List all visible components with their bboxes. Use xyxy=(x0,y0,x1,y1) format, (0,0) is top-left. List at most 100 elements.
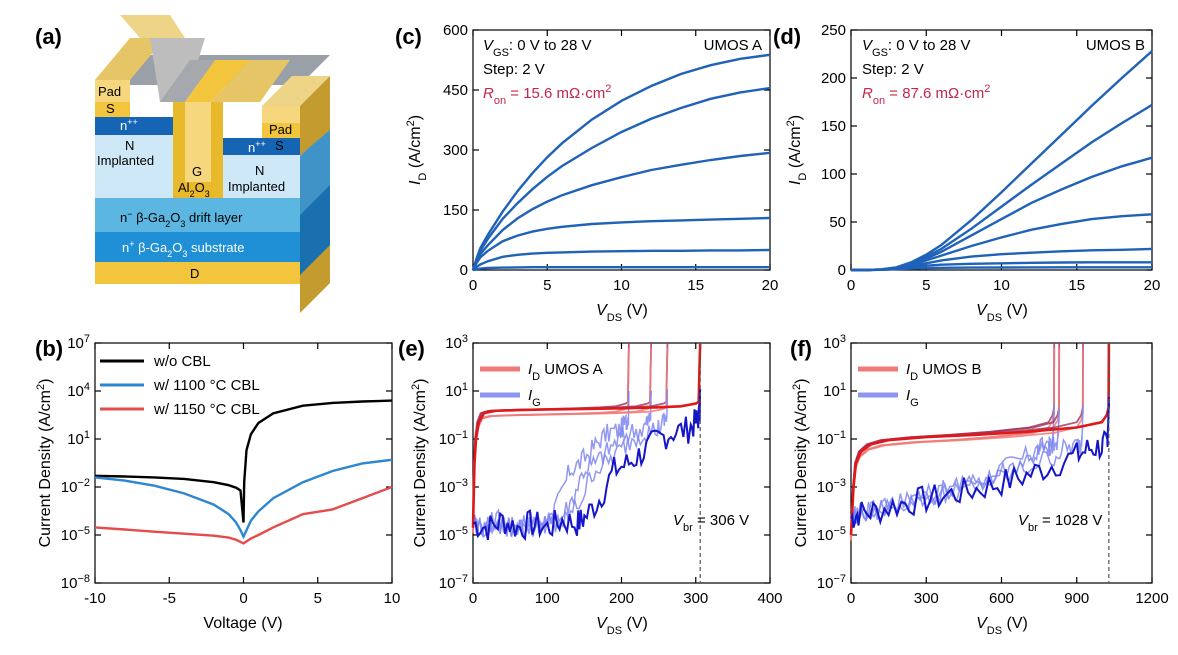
panel-e-label: (e) xyxy=(398,336,425,361)
panel-e-ylabel: Current Density (A/cm2) xyxy=(410,379,429,548)
label-pad-left: Pad xyxy=(98,84,121,99)
x-tick-label: 5 xyxy=(314,590,322,607)
panel-f-legend: ID UMOS B IG xyxy=(858,361,981,409)
panel-b-ylabel: Current Density (A/cm2) xyxy=(35,379,54,548)
label-drain: D xyxy=(190,266,199,281)
y-tick-label: 10−5 xyxy=(61,525,90,544)
panel-f-series xyxy=(849,342,1111,536)
panel-a-device: (a) Pad S n++ xyxy=(35,15,330,313)
label-gate: G xyxy=(192,164,202,179)
x-tick-label: -10 xyxy=(84,590,106,607)
x-tick-label: 10 xyxy=(613,277,630,294)
panel-e-series xyxy=(471,342,702,542)
left-source xyxy=(95,102,130,117)
panel-c-curve-5 xyxy=(471,53,771,271)
panel-c-xlabel: VDS (V) xyxy=(596,302,648,324)
legend-ig-b-text: IG xyxy=(906,387,919,409)
x-tick-label: 0 xyxy=(847,590,855,607)
y-tick-label: 10−7 xyxy=(439,573,468,592)
panel-e-id-main xyxy=(471,342,702,528)
x-tick-label: 300 xyxy=(914,590,939,607)
right-implanted xyxy=(223,155,300,198)
panel-b-series xyxy=(94,399,393,545)
panel-f-ylabel: Current Density (A/cm2) xyxy=(791,379,810,548)
left-pad-top xyxy=(95,38,165,80)
y-tick-label: 50 xyxy=(829,214,846,231)
y-tick-label: 10−1 xyxy=(439,429,468,448)
y-tick-label: 0 xyxy=(460,262,468,279)
legend-id-a-text: ID UMOS A xyxy=(528,361,603,383)
finger-2 xyxy=(211,60,290,102)
y-tick-label: 103 xyxy=(823,333,846,352)
y-tick-label: 104 xyxy=(67,381,90,400)
panel-d-device: UMOS B xyxy=(1086,37,1145,54)
panel-e-ig-sweep-2 xyxy=(472,389,669,538)
y-tick-label: 150 xyxy=(443,202,468,219)
y-tick-label: 101 xyxy=(67,429,90,448)
panel-c-ron: Ron = 15.6 mΩ·cm2 xyxy=(483,83,611,107)
y-tick-label: 107 xyxy=(67,333,90,352)
x-tick-label: 200 xyxy=(609,590,634,607)
panel-d-curve-6 xyxy=(851,50,1153,272)
panel-b-legend: w/o CBL w/ 1100 °C CBL w/ 1150 °C CBL xyxy=(100,353,260,418)
panel-f-id-main xyxy=(849,342,1111,536)
x-tick-label: 300 xyxy=(683,590,708,607)
right-source xyxy=(262,123,300,138)
y-tick-label: 150 xyxy=(821,118,846,135)
x-tick-label: 5 xyxy=(922,277,930,294)
panel-e-legend: ID UMOS A IG xyxy=(480,361,603,409)
panel-f-ig-sweep-1 xyxy=(850,407,1060,527)
y-tick-label: 10−7 xyxy=(817,573,846,592)
substrate-layer xyxy=(95,232,300,262)
right-pad-top xyxy=(262,76,330,106)
x-tick-label: 0 xyxy=(469,277,477,294)
y-tick-label: 600 xyxy=(443,22,468,39)
panel-b-series-2 xyxy=(94,485,393,545)
panel-f-ig-main xyxy=(850,396,1110,528)
x-tick-label: 20 xyxy=(1144,277,1161,294)
panel-e-chart: (e) 0 100 200 300 40010−710−510−310−1101103 … xyxy=(398,333,783,637)
panel-b-series-1 xyxy=(94,458,393,540)
x-tick-label: 600 xyxy=(989,590,1014,607)
label-pad-right: Pad xyxy=(269,122,292,137)
panel-e-ticks: 0 100 200 300 400 10−7 10−5 10−3 10−1 101 103 xyxy=(439,333,783,607)
x-tick-label: 400 xyxy=(757,590,782,607)
panel-e-vbr: Vbr = 306 V xyxy=(673,512,749,534)
y-tick-label: 250 xyxy=(821,22,846,39)
x-tick-label: 10 xyxy=(993,277,1010,294)
y-tick-label: 10−5 xyxy=(439,525,468,544)
label-substrate: n+ β-Ga2O3 substrate xyxy=(122,239,245,259)
label-oxide: Al2O3 xyxy=(178,180,210,199)
legend-wo: w/o CBL xyxy=(153,353,211,370)
panel-d-ylabel: ID (A/cm2) xyxy=(785,115,809,185)
label-drift: n− β-Ga2O3 drift layer xyxy=(120,209,243,229)
panel-f-vbr: Vbr = 1028 V xyxy=(1018,512,1102,534)
panel-c-step: Step: 2 V xyxy=(483,61,545,78)
label-implanted-left: Implanted xyxy=(97,153,154,168)
finger-1 xyxy=(120,15,185,38)
x-tick-label: 5 xyxy=(543,277,551,294)
grey-oxide-wall-2 xyxy=(160,60,215,102)
panel-e-frame xyxy=(472,342,771,584)
x-tick-label: 1200 xyxy=(1135,590,1168,607)
panel-f-ticks: 0 300 600 900 1200 10−7 10−5 10−3 10−1 101 103 xyxy=(817,333,1169,607)
y-tick-label: 10−5 xyxy=(817,525,846,544)
panel-f-xlabel: VDS (V) xyxy=(976,615,1028,637)
y-tick-label: 200 xyxy=(821,70,846,87)
drift-layer xyxy=(95,198,300,232)
y-tick-label: 100 xyxy=(821,166,846,183)
panel-d-label: (d) xyxy=(773,24,801,49)
y-tick-label: 101 xyxy=(445,381,468,400)
x-tick-label: 0 xyxy=(847,277,855,294)
drain-layer xyxy=(95,262,300,284)
y-tick-label: 450 xyxy=(443,82,468,99)
y-tick-label: 0 xyxy=(838,262,846,279)
label-implanted-right: Implanted xyxy=(228,179,285,194)
gate-fill xyxy=(185,102,211,182)
panel-c-series xyxy=(471,53,771,272)
right-pad xyxy=(262,106,300,123)
label-n-right: N xyxy=(255,163,264,178)
panel-d-xlabel: VDS (V) xyxy=(976,302,1028,324)
